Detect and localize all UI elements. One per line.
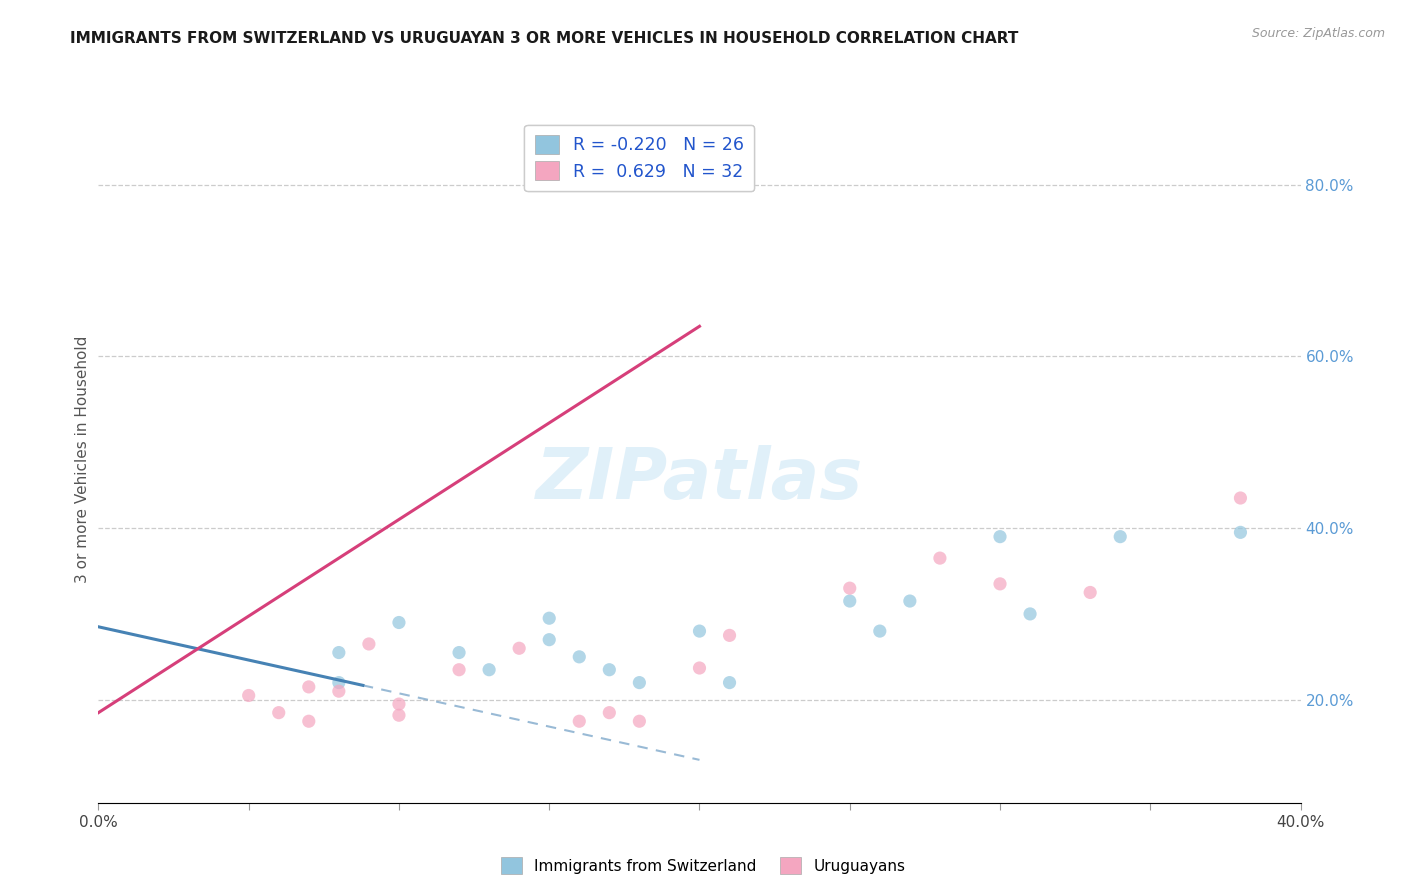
Point [328, 684, 350, 698]
Point [508, 641, 530, 656]
Point [388, 615, 411, 630]
Point [238, 689, 260, 703]
Point [898, 594, 921, 608]
Point [298, 680, 321, 694]
Point [298, 714, 321, 729]
Point [388, 708, 411, 723]
Point [357, 637, 380, 651]
Point [1019, 607, 1042, 621]
Point [988, 530, 1011, 544]
Point [568, 714, 591, 729]
Point [838, 581, 860, 595]
Point [538, 611, 561, 625]
Point [1229, 491, 1251, 505]
Point [538, 632, 561, 647]
Point [628, 714, 651, 729]
Point [1109, 530, 1132, 544]
Point [988, 577, 1011, 591]
Point [1350, 641, 1372, 656]
Text: ZIPatlas: ZIPatlas [536, 445, 863, 515]
Point [328, 646, 350, 660]
Point [1229, 525, 1251, 540]
Point [598, 663, 620, 677]
Text: IMMIGRANTS FROM SWITZERLAND VS URUGUAYAN 3 OR MORE VEHICLES IN HOUSEHOLD CORRELA: IMMIGRANTS FROM SWITZERLAND VS URUGUAYAN… [70, 31, 1019, 46]
Point [928, 551, 950, 566]
Point [598, 706, 620, 720]
Point [718, 675, 741, 690]
Legend: Immigrants from Switzerland, Uruguayans: Immigrants from Switzerland, Uruguayans [495, 851, 911, 880]
Point [388, 697, 411, 711]
Point [869, 624, 891, 639]
Point [447, 646, 470, 660]
Point [1078, 585, 1101, 599]
Point [267, 706, 290, 720]
Point [478, 663, 501, 677]
Y-axis label: 3 or more Vehicles in Household: 3 or more Vehicles in Household [75, 335, 90, 583]
Point [628, 675, 651, 690]
Point [718, 628, 741, 642]
Text: Source: ZipAtlas.com: Source: ZipAtlas.com [1251, 27, 1385, 40]
Point [689, 624, 711, 639]
Point [689, 661, 711, 675]
Legend: R = -0.220   N = 26, R =  0.629   N = 32: R = -0.220 N = 26, R = 0.629 N = 32 [524, 125, 755, 191]
Point [1350, 714, 1372, 729]
Point [568, 649, 591, 664]
Point [838, 594, 860, 608]
Point [328, 675, 350, 690]
Point [447, 663, 470, 677]
Point [1379, 607, 1402, 621]
